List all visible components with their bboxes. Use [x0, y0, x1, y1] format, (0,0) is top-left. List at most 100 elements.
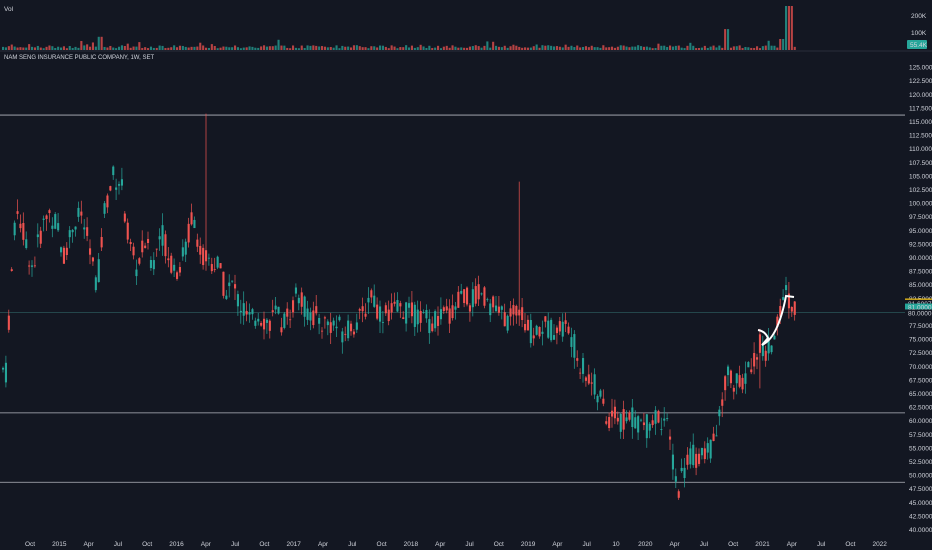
- volume-bar: [97, 36, 100, 50]
- candle-body: [706, 443, 709, 453]
- volume-tick-label: 100K: [911, 30, 927, 37]
- candle-body: [341, 331, 344, 343]
- time-axis[interactable]: Oct 2015 Apr Jul Oct 2016 Apr Jul Oct 2017 Apr Jul O…: [25, 541, 887, 548]
- volume-bar: [16, 47, 19, 50]
- volume-bar: [242, 47, 245, 50]
- candle-body: [147, 239, 150, 244]
- volume-bar: [396, 48, 399, 50]
- candle-body: [387, 309, 390, 322]
- y-tick-label: 52.5000: [909, 459, 932, 466]
- volume-bar: [761, 46, 764, 50]
- volume-bar: [518, 46, 521, 50]
- candle-body: [767, 338, 770, 354]
- candle-body: [384, 305, 387, 314]
- volume-bar: [770, 45, 773, 50]
- candle-body: [294, 287, 297, 294]
- volume-bar: [74, 46, 77, 50]
- candle-body: [80, 211, 83, 216]
- candle-body: [132, 246, 135, 256]
- candle-body: [402, 317, 405, 320]
- candle-body: [103, 203, 106, 214]
- candle-body: [207, 257, 210, 259]
- candle-body: [251, 309, 254, 315]
- y-tick-label: 62.5000: [909, 405, 932, 412]
- y-tick-label: 65.0000: [909, 391, 932, 398]
- x-tick-label: Apr: [670, 541, 681, 548]
- volume-label: Vol: [4, 6, 14, 13]
- x-tick-label: Jul: [114, 541, 123, 548]
- y-tick-label: 67.5000: [909, 377, 932, 384]
- candle-body: [112, 166, 115, 176]
- volume-bar: [254, 47, 257, 50]
- y-tick-label: 122.5000: [909, 78, 932, 85]
- candle-body: [190, 212, 193, 225]
- candle-body: [471, 289, 474, 308]
- volume-bar: [158, 45, 161, 50]
- y-tick-label: 115.0000: [909, 119, 932, 126]
- volume-bar: [573, 47, 576, 50]
- candle-body: [379, 306, 382, 322]
- volume-bar: [567, 46, 570, 50]
- candle-body: [91, 257, 94, 262]
- volume-bar: [294, 47, 297, 50]
- volume-bar: [466, 47, 469, 50]
- volume-bar: [547, 45, 550, 50]
- volume-bar: [228, 47, 231, 50]
- volume-bar: [521, 47, 524, 50]
- candle-body: [373, 295, 376, 307]
- y-tick-label: 47.5000: [909, 486, 932, 493]
- volume-bar: [318, 46, 321, 50]
- candle-body: [219, 263, 222, 269]
- volume-bar: [782, 39, 785, 50]
- candle-body: [234, 284, 237, 289]
- candle-body: [158, 236, 161, 240]
- candle-body: [509, 308, 512, 317]
- volume-bar: [677, 45, 680, 50]
- price-candles: [2, 113, 796, 500]
- volume-bar: [532, 46, 535, 50]
- volume-bar: [39, 47, 42, 50]
- volume-bar: [83, 45, 86, 50]
- candle-body: [526, 319, 529, 331]
- volume-bar: [341, 45, 344, 50]
- volume-bar: [457, 47, 460, 50]
- candle-body: [758, 334, 761, 353]
- x-tick-label: Oct: [377, 541, 387, 548]
- volume-bar: [268, 46, 271, 50]
- volume-bar: [196, 46, 199, 50]
- candle-body: [187, 223, 190, 243]
- candle-body: [13, 222, 16, 236]
- x-tick-label: Jul: [348, 541, 357, 548]
- candle-body: [619, 413, 622, 432]
- candle-body: [640, 419, 643, 421]
- volume-bar: [271, 46, 274, 50]
- volume-tick-label: 200K: [911, 13, 927, 20]
- candle-body: [210, 264, 213, 272]
- candle-body: [622, 409, 625, 430]
- candle-body: [303, 296, 306, 317]
- volume-bar: [286, 47, 289, 50]
- volume-bar: [45, 46, 48, 50]
- volume-bar: [147, 48, 150, 50]
- x-tick-label: Oct: [494, 541, 504, 548]
- candle-body: [25, 239, 28, 249]
- candle-body: [564, 320, 567, 324]
- volume-bar: [590, 45, 593, 50]
- candle-body: [36, 234, 39, 238]
- candle-body: [558, 321, 561, 332]
- candle-body: [45, 215, 48, 219]
- candle-body: [100, 236, 103, 248]
- candle-body: [602, 398, 605, 404]
- volume-bar: [410, 45, 413, 50]
- x-tick-label: 2016: [169, 541, 184, 548]
- candle-body: [213, 269, 216, 271]
- volume-bar: [370, 46, 373, 50]
- volume-bar: [642, 46, 645, 50]
- candle-body: [225, 295, 228, 299]
- x-tick-label: 2017: [286, 541, 301, 548]
- candle-body: [431, 323, 434, 332]
- volume-bar: [413, 47, 416, 50]
- volume-bar: [193, 46, 196, 50]
- drawn-trend-curve[interactable]: [757, 294, 795, 346]
